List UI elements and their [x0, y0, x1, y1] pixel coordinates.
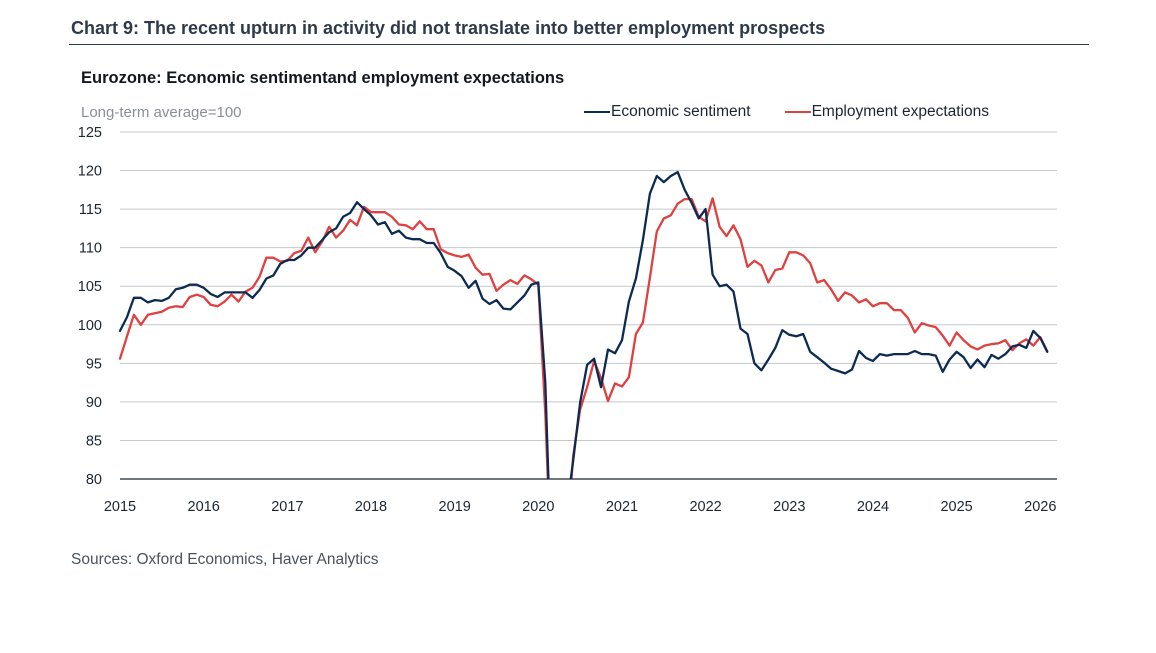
x-tick-label: 2019	[439, 499, 471, 515]
legend-swatch-employment-expectations	[784, 111, 811, 113]
y-axis: 80 85 90 95 100 105 110 115 120 125	[78, 125, 102, 488]
x-tick-label: 2022	[689, 499, 721, 515]
x-tick-label: 2017	[271, 499, 303, 515]
y-tick-label: 120	[78, 164, 102, 180]
series-line-employment-expectations	[118, 197, 1049, 479]
x-axis: 2015 2016 2017 2018 2019 2020 2021 2022 2023 2024…	[104, 499, 1057, 515]
chart-heading: Chart 9: The recent upturn in activity d…	[71, 18, 826, 38]
legend-item-employment-expectations: Employment expectations	[784, 103, 990, 121]
source-note: Sources: Oxford Economics, Haver Analyti…	[71, 551, 379, 568]
series-lines	[118, 170, 1049, 479]
y-tick-label: 95	[86, 356, 102, 372]
x-tick-label: 2020	[522, 499, 554, 515]
chart-title: Eurozone: Economic sentimentand employme…	[81, 69, 565, 87]
x-tick-label: 2015	[104, 499, 136, 515]
unit-note: Long-term average=100	[81, 104, 242, 121]
legend-item-economic-sentiment: Economic sentiment	[584, 103, 751, 121]
y-tick-label: 125	[78, 125, 102, 141]
legend-label-economic-sentiment: Economic sentiment	[611, 103, 751, 120]
y-tick-label: 105	[78, 279, 102, 295]
chart-legend: Economic sentiment Employment expectatio…	[584, 103, 1023, 121]
x-tick-label: 2026	[1024, 499, 1056, 515]
y-tick-label: 90	[86, 395, 102, 411]
grid-lines	[120, 131, 1057, 441]
legend-swatch-economic-sentiment	[584, 111, 610, 113]
x-tick-label: 2024	[857, 499, 889, 515]
legend-label-employment-expectations: Employment expectations	[811, 103, 990, 120]
x-tick-label: 2016	[188, 499, 220, 515]
x-tick-label: 2023	[773, 499, 805, 515]
heading-divider	[69, 44, 1089, 45]
y-tick-label: 100	[78, 318, 102, 334]
series-line-economic-sentiment	[118, 170, 1049, 479]
x-tick-label: 2025	[940, 499, 972, 515]
y-tick-label: 80	[86, 472, 102, 488]
y-tick-label: 115	[79, 202, 102, 218]
y-tick-label: 110	[79, 241, 102, 257]
y-tick-label: 85	[86, 433, 102, 449]
x-tick-label: 2021	[606, 499, 638, 515]
x-tick-label: 2018	[355, 499, 387, 515]
